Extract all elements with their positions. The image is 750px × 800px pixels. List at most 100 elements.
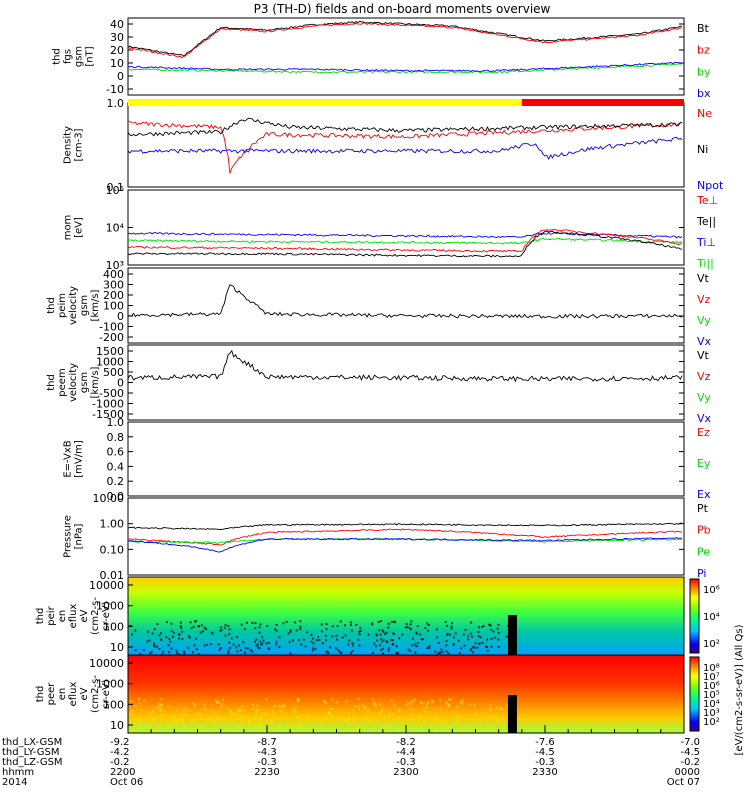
spectrogram-speckle <box>346 729 349 732</box>
spectrogram-speckle <box>227 625 230 628</box>
spectrogram-speckle <box>167 644 170 647</box>
legend-entry: Vy <box>697 391 711 404</box>
spectrogram-speckle <box>350 621 353 624</box>
spectrogram-speckle <box>398 708 401 711</box>
spectrogram-speckle <box>275 640 278 643</box>
spectrogram-speckle <box>470 635 473 638</box>
spectrogram-speckle <box>434 719 437 722</box>
spectrogram-speckle <box>229 709 232 712</box>
spectrogram-speckle <box>376 639 379 642</box>
spectrogram-speckle <box>444 620 447 623</box>
spectrogram-speckle <box>380 637 383 640</box>
spectrogram-speckle <box>134 649 137 652</box>
spectrogram-speckle <box>324 702 327 705</box>
spectrogram-speckle <box>241 726 244 729</box>
y-tick-label: 0 <box>117 310 124 323</box>
spectrogram-speckle <box>175 649 178 652</box>
ylabel-line: eV <box>79 609 90 622</box>
spectrogram-speckle <box>436 636 439 639</box>
spectrogram-speckle <box>227 651 230 654</box>
spectrogram-speckle <box>241 718 244 721</box>
spectrogram-speckle <box>239 649 242 652</box>
spectrogram-speckle <box>157 705 160 708</box>
x-axis-value: -0.3 <box>257 757 277 768</box>
spectrogram-speckle <box>343 624 346 627</box>
spectrogram-speckle <box>224 715 227 718</box>
spectrogram-speckle <box>358 630 361 633</box>
spectrogram-speckle <box>338 727 341 730</box>
panel-frame <box>127 344 685 421</box>
spectrogram-speckle <box>241 713 244 716</box>
spectrogram-speckle <box>382 630 385 633</box>
spectrogram-speckle <box>416 625 419 628</box>
spectrogram-speckle <box>188 635 191 638</box>
spectrogram-speckle <box>280 705 283 708</box>
spectrogram-speckle <box>180 627 183 630</box>
x-axis-value: -0.2 <box>680 757 700 768</box>
spectrogram-speckle <box>452 643 455 646</box>
spectrogram-speckle <box>339 651 342 654</box>
spectrogram-speckle <box>270 721 273 724</box>
spectrogram-speckle <box>470 647 473 650</box>
y-tick-label: 10.00 <box>93 492 125 505</box>
spectrogram-speckle <box>346 718 349 721</box>
spectrogram-speckle <box>256 643 259 646</box>
spectrogram-speckle <box>470 621 473 624</box>
colorbar-tick-label: 10⁶ <box>703 585 720 596</box>
spectrogram-speckle <box>147 713 150 716</box>
spectrogram-speckle <box>433 707 436 710</box>
spectrogram-speckle <box>428 645 431 648</box>
spectrogram-speckle <box>476 720 479 723</box>
spectrogram-speckle <box>414 651 417 654</box>
spectrogram-speckle <box>258 631 261 634</box>
spectrogram-speckle <box>176 721 179 724</box>
spectrogram-speckle <box>160 638 163 641</box>
ylabel-line: gsm <box>79 295 90 316</box>
spectrogram-speckle <box>258 647 261 650</box>
spectrogram-speckle <box>258 640 261 643</box>
series-Ti⊥ <box>127 231 683 239</box>
spectrogram-speckle <box>445 724 448 727</box>
spectrogram-speckle <box>244 647 247 650</box>
spectrogram-speckle <box>170 629 173 632</box>
spectrogram-speckle <box>243 628 246 631</box>
x-row-label: hhmm <box>2 767 34 778</box>
spectrogram-speckle <box>424 722 427 725</box>
spectrogram-speckle <box>436 652 439 655</box>
spectrogram-speckle <box>495 719 498 722</box>
spectrogram-speckle <box>282 703 285 706</box>
spectrogram-speckle <box>210 642 213 645</box>
spectrogram-speckle <box>486 649 489 652</box>
spectrogram-speckle <box>452 711 455 714</box>
spectrogram-speckle <box>437 642 440 645</box>
y-tick-label: 10³ <box>106 259 124 272</box>
spectrogram-speckle <box>413 698 416 701</box>
ylabel-line: peem <box>57 368 68 396</box>
x-row-label: thd_LY-GSM <box>2 747 59 758</box>
spectrogram-speckle <box>272 712 275 715</box>
spectrogram-speckle <box>184 724 187 727</box>
spectrogram-speckle <box>218 648 221 651</box>
spectrogram-speckle <box>192 625 195 628</box>
spectrogram-speckle <box>275 629 278 632</box>
spectrogram-speckle <box>419 633 422 636</box>
spectrogram-speckle <box>351 642 354 645</box>
spectrogram-speckle <box>426 647 429 650</box>
spectrogram-speckle <box>378 629 381 632</box>
spectrogram-speckle <box>251 650 254 653</box>
panel-frame <box>127 497 685 576</box>
spectrogram-speckle <box>382 639 385 642</box>
spectrogram-speckle <box>428 646 431 649</box>
spectrogram-speckle <box>187 646 190 649</box>
spectrogram-speckle <box>390 638 393 641</box>
y-tick-label: 10 <box>110 57 124 70</box>
spectrogram-speckle <box>228 641 231 644</box>
spectrogram-speckle <box>329 707 332 710</box>
spectrogram-speckle <box>230 713 233 716</box>
spectrogram-speckle <box>366 709 369 712</box>
spectrogram-speckle <box>281 713 284 716</box>
spectrogram-speckle <box>371 623 374 626</box>
spectrogram-speckle <box>434 730 437 733</box>
spectrogram-speckle <box>135 730 138 733</box>
spectrogram-speckle <box>220 629 223 632</box>
